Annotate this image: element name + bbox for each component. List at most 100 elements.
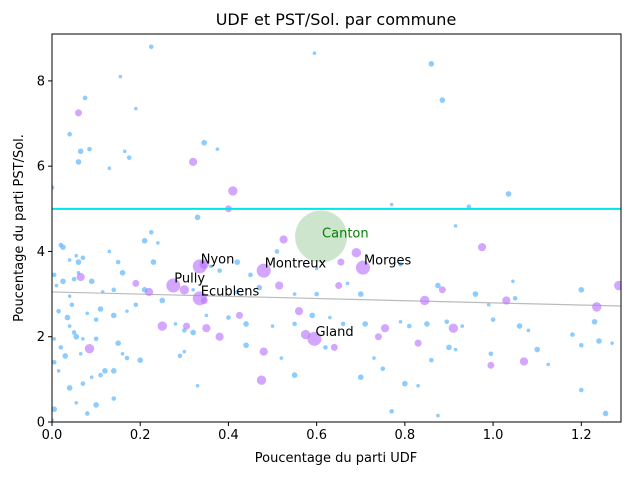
small-commune-point [602, 410, 609, 417]
small-commune-point [191, 288, 195, 292]
small-commune-point [453, 224, 458, 228]
commune-label: Gland [315, 325, 353, 340]
labeled-commune-point [192, 259, 207, 274]
small-commune-point [107, 249, 112, 254]
y-tick-label: 4 [37, 245, 45, 260]
small-commune-point [270, 324, 275, 328]
small-commune-point [93, 402, 99, 408]
small-commune-point [398, 320, 403, 324]
commune-point [519, 357, 529, 366]
small-commune-point [122, 149, 127, 154]
commune-point [202, 324, 211, 333]
commune-point [179, 285, 190, 295]
small-commune-point [89, 375, 94, 380]
small-commune-point [190, 329, 196, 336]
small-commune-point [511, 279, 515, 284]
small-commune-point [488, 351, 494, 357]
small-commune-point [93, 336, 99, 342]
small-commune-point [323, 345, 328, 350]
small-commune-point [234, 289, 240, 295]
commune-label: Morges [364, 254, 412, 269]
commune-point [189, 157, 198, 167]
small-commune-point [453, 347, 458, 352]
commune-label: Pully [174, 272, 205, 287]
commune-point [132, 279, 140, 287]
commune-point [414, 339, 422, 347]
small-commune-point [362, 321, 368, 327]
commune-point [330, 343, 338, 351]
commune-point [374, 333, 382, 341]
small-commune-point [505, 191, 512, 197]
small-commune-point [134, 106, 138, 111]
commune-point [420, 295, 430, 306]
axes: 0.0 0.2 0.4 0.6 0.8 1.0 1.2 0 2 4 6 8 [37, 33, 622, 443]
commune-point [228, 186, 238, 196]
small-commune-point [125, 309, 129, 313]
small-commune-point [148, 44, 154, 50]
plot-frame [51, 33, 622, 423]
small-commune-point [292, 292, 297, 296]
x-tick-label: 0.0 [42, 428, 63, 443]
canton-label: Canton [322, 227, 369, 242]
small-commune-point [256, 284, 263, 291]
x-tick-label: 1.2 [571, 428, 592, 443]
small-commune-point [115, 259, 121, 265]
x-tick-label: 0.4 [218, 428, 239, 443]
small-commune-point [406, 323, 412, 329]
small-commune-point [195, 383, 200, 388]
commune-point [144, 287, 154, 297]
commune-point [294, 307, 304, 316]
small-commune-point [578, 287, 585, 293]
small-commune-point [570, 332, 575, 337]
small-commune-point [52, 272, 57, 278]
small-commune-point [486, 302, 491, 307]
small-commune-point [107, 166, 112, 171]
commune-point [337, 258, 345, 266]
small-commune-point [389, 202, 394, 207]
small-commune-point [67, 294, 72, 299]
small-commune-point [67, 324, 72, 328]
commune-point [275, 281, 284, 290]
small-commune-point [97, 306, 104, 312]
canton-bubble [295, 210, 348, 263]
small-commune-point [80, 255, 86, 261]
small-commune-point [75, 159, 82, 165]
small-commune-point [579, 342, 584, 348]
commune-point [157, 321, 167, 331]
small-commune-point [156, 241, 160, 245]
small-commune-point [141, 237, 148, 244]
small-commune-point [126, 155, 132, 160]
commune-point [351, 248, 362, 258]
small-commune-point [439, 97, 446, 103]
commune-point [335, 282, 343, 290]
small-commune-point [243, 342, 249, 349]
small-commune-point [115, 340, 121, 346]
small-commune-point [610, 341, 614, 345]
small-commune-point [248, 272, 253, 278]
small-commune-point [428, 61, 435, 67]
small-commune-point [215, 147, 220, 151]
small-commune-point [208, 264, 213, 269]
commune-point [380, 324, 390, 333]
small-commune-point [52, 185, 55, 190]
commune-label: Ecublens [201, 284, 260, 299]
small-commune-point [60, 244, 66, 250]
small-commune-point [159, 297, 166, 304]
small-commune-point [110, 368, 117, 374]
small-commune-point [124, 355, 130, 361]
commune-point [76, 272, 85, 282]
small-commune-point [77, 148, 84, 155]
commune-point [487, 361, 495, 369]
small-commune-point [110, 312, 117, 319]
small-commune-point [357, 291, 364, 297]
commune-point [614, 280, 621, 291]
commune-label: Montreux [265, 257, 327, 272]
small-commune-point [309, 312, 316, 319]
small-commune-point [579, 387, 584, 393]
small-commune-point [460, 324, 465, 328]
small-commune-point [56, 308, 61, 314]
small-commune-point [71, 330, 77, 335]
small-commune-point [372, 356, 376, 360]
small-commune-point [78, 351, 83, 356]
small-commune-point [424, 321, 430, 327]
